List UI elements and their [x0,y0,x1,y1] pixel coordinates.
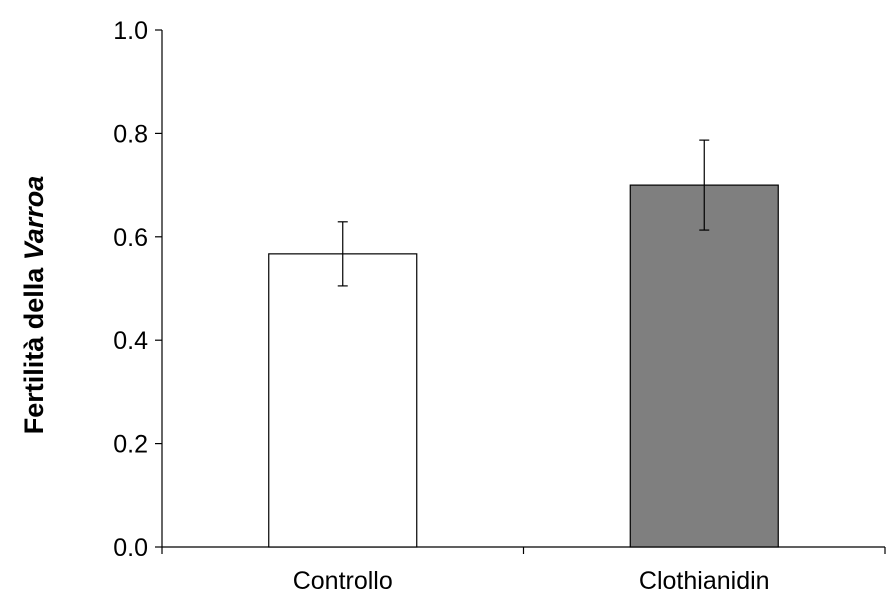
error-bars [337,139,710,287]
y-tick-label: 0.2 [113,431,148,459]
y-axis-label-prefix: Fertilità della [19,260,49,434]
bars [268,184,779,548]
x-tick-label-clothianidin: Clothianidin [639,567,770,595]
y-axis-label-italic: Varroa [19,176,49,261]
y-tick-label: 0.0 [113,534,148,562]
x-axis: Controllo Clothianidin [161,546,886,595]
x-tick-label-controllo: Controllo [293,567,393,595]
y-tick-label: 0.6 [113,224,148,252]
y-tick-label: 0.4 [113,327,148,355]
y-tick-label: 1.0 [113,17,148,45]
y-axis: 0.0 0.2 0.4 0.6 0.8 1.0 [113,17,163,562]
y-axis-label: Fertilità della Varroa [19,176,49,435]
bar-controllo [268,253,418,548]
bar-clothianidin [629,184,779,548]
y-tick-label: 0.8 [113,120,148,148]
